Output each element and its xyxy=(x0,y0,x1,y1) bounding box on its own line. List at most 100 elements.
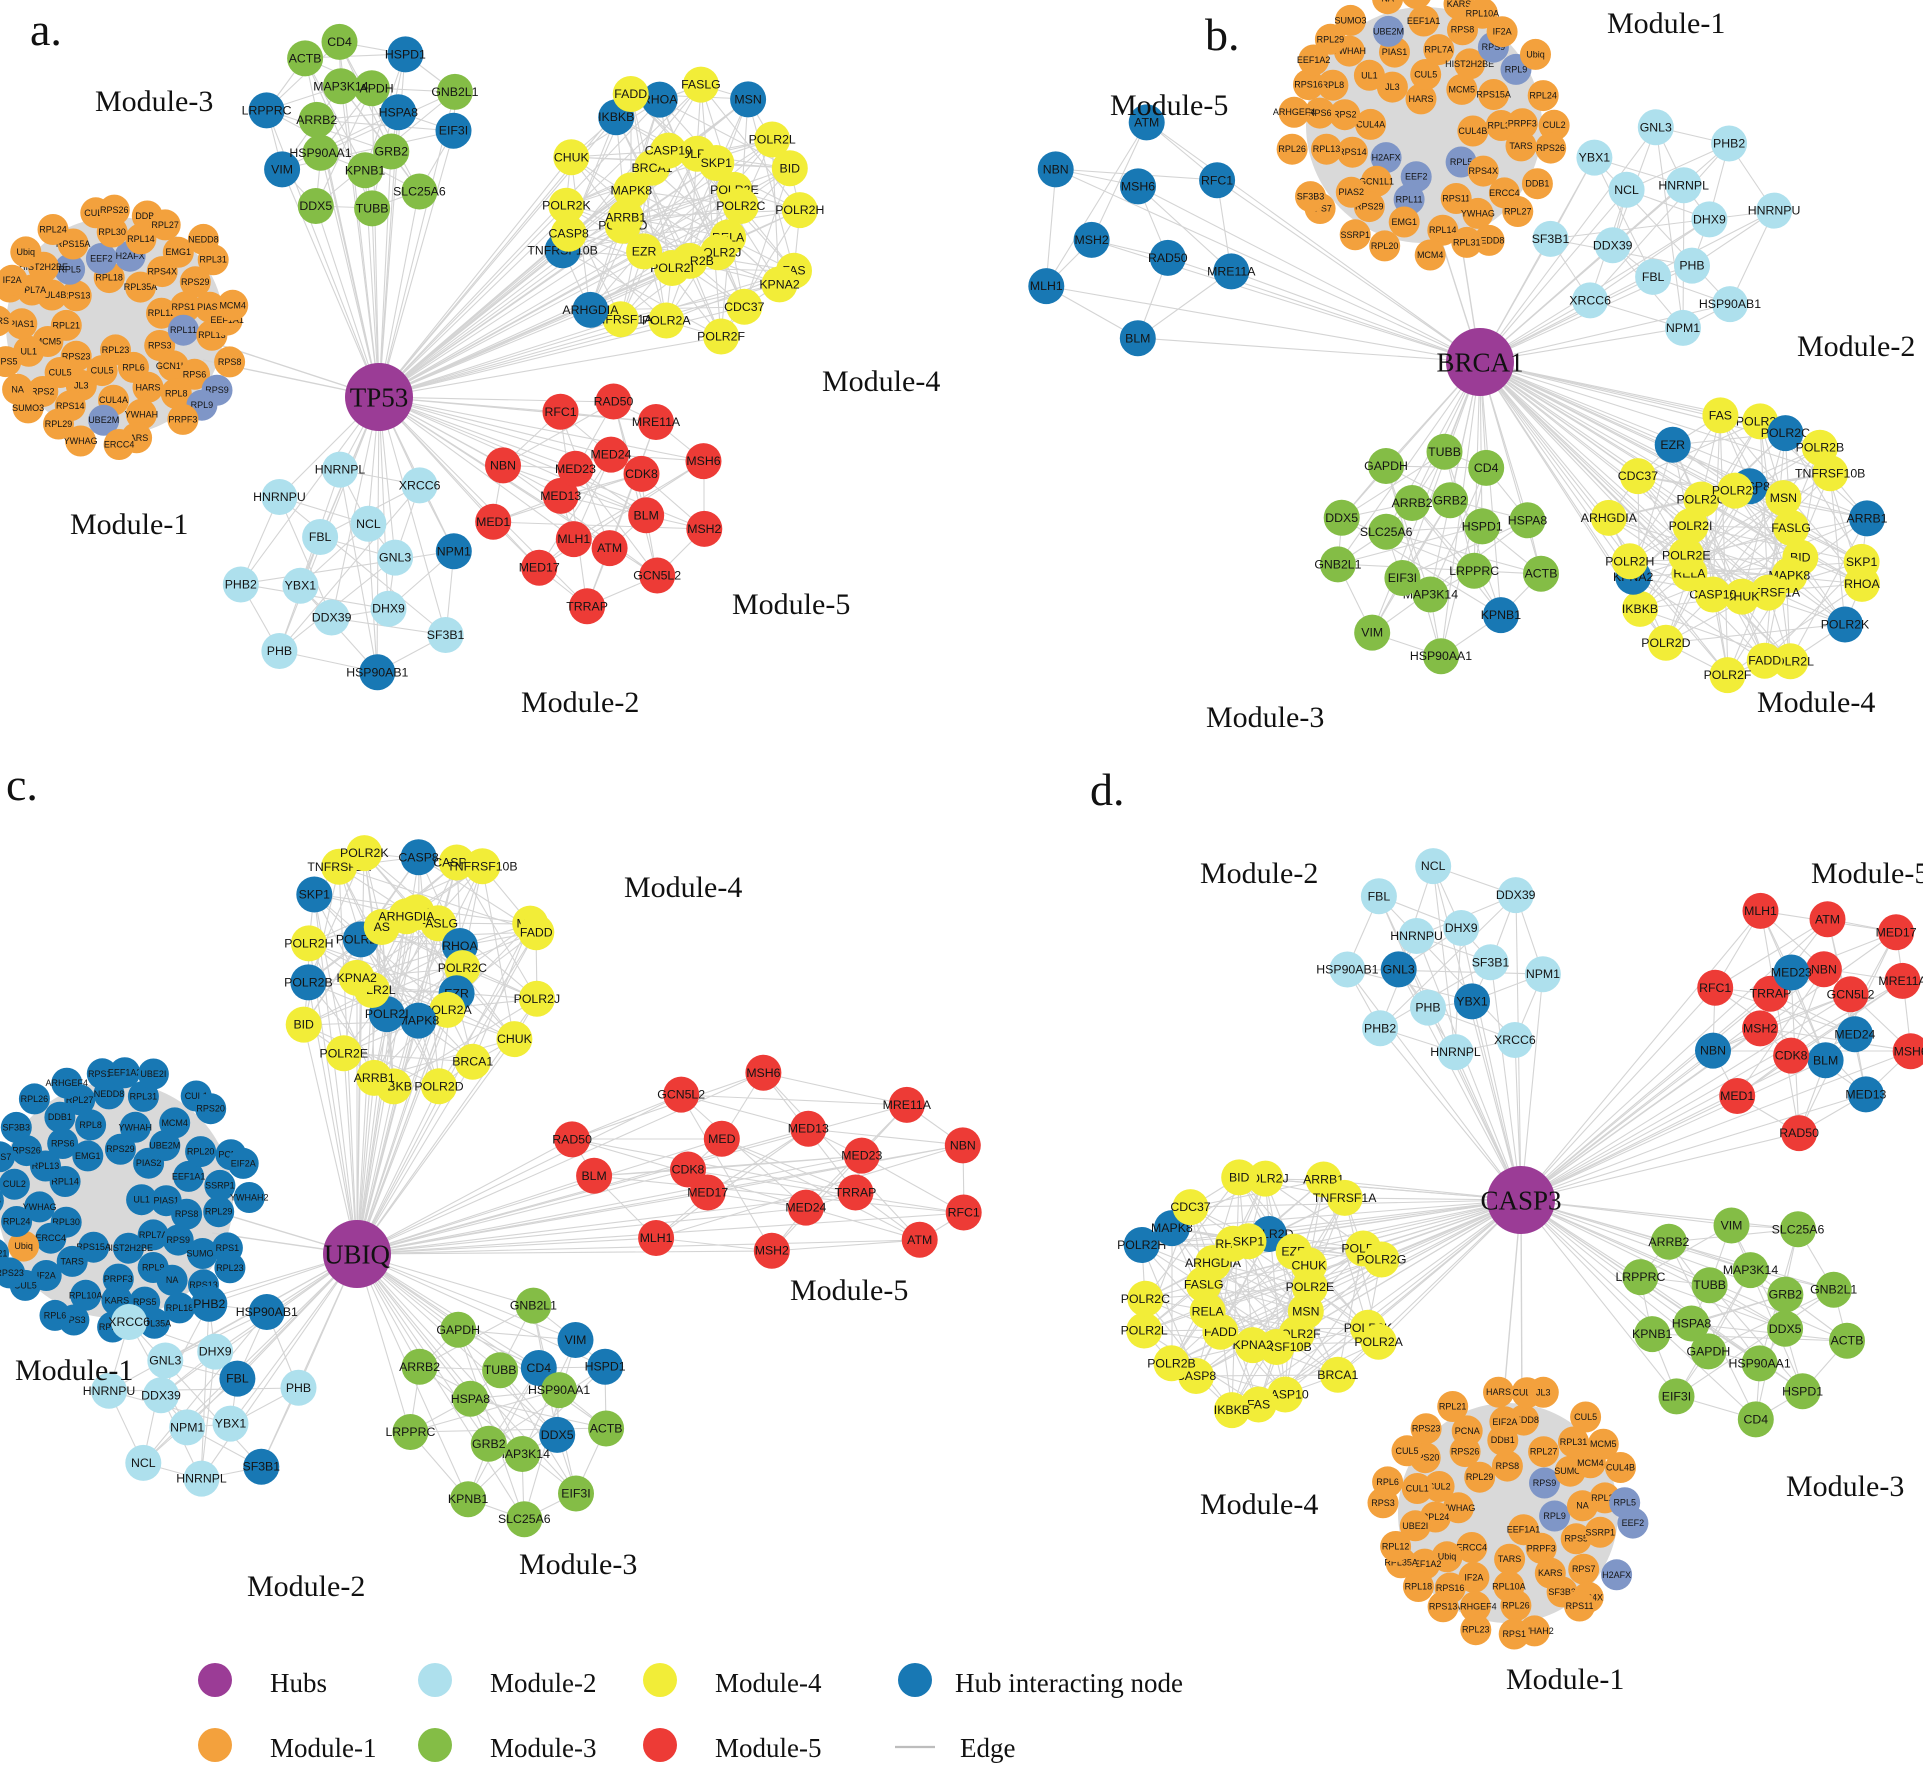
svg-text:POLR2J: POLR2J xyxy=(514,992,560,1006)
svg-text:RPS2: RPS2 xyxy=(1333,110,1357,120)
svg-text:GNB2L1: GNB2L1 xyxy=(1810,1283,1857,1297)
svg-text:SLC25A6: SLC25A6 xyxy=(1772,1222,1825,1236)
svg-text:MED1: MED1 xyxy=(476,515,510,529)
svg-text:YBX1: YBX1 xyxy=(1579,151,1611,165)
svg-text:FASLG: FASLG xyxy=(1771,521,1811,535)
svg-text:H2AFX: H2AFX xyxy=(1602,1570,1631,1580)
svg-text:MSH6: MSH6 xyxy=(746,1066,780,1080)
svg-text:POLR2H: POLR2H xyxy=(284,937,333,951)
svg-text:MED17: MED17 xyxy=(687,1186,728,1200)
svg-text:CDC37: CDC37 xyxy=(724,300,764,314)
svg-text:Module-1: Module-1 xyxy=(270,1733,376,1763)
svg-text:CUL5: CUL5 xyxy=(1574,1412,1597,1422)
svg-text:CDC37: CDC37 xyxy=(1618,469,1658,483)
svg-text:RPS11: RPS11 xyxy=(1442,194,1470,204)
svg-text:RPL26: RPL26 xyxy=(1502,1601,1530,1611)
svg-text:YWHAG: YWHAG xyxy=(23,1202,57,1212)
svg-text:GNB2L1: GNB2L1 xyxy=(510,1299,557,1313)
svg-text:DHX9: DHX9 xyxy=(199,1345,232,1359)
svg-text:UL1: UL1 xyxy=(20,346,37,356)
svg-text:LRPPRC: LRPPRC xyxy=(1615,1270,1665,1284)
svg-text:CD4: CD4 xyxy=(1743,1412,1768,1426)
svg-text:RPL21: RPL21 xyxy=(1439,1402,1467,1412)
svg-text:CUL5: CUL5 xyxy=(1395,1446,1418,1456)
svg-text:NBN: NBN xyxy=(1043,163,1069,177)
svg-text:HNRNPL: HNRNPL xyxy=(176,1472,227,1486)
svg-text:b.: b. xyxy=(1205,9,1240,60)
svg-text:POLR2I: POLR2I xyxy=(1669,519,1713,533)
svg-text:Module-4: Module-4 xyxy=(822,365,940,398)
svg-text:BRCA1: BRCA1 xyxy=(1436,347,1523,377)
svg-text:EIF3I: EIF3I xyxy=(1662,1390,1691,1404)
svg-text:RPL6: RPL6 xyxy=(1376,1477,1399,1487)
svg-text:HSPD1: HSPD1 xyxy=(585,1360,626,1374)
svg-text:TRRAP: TRRAP xyxy=(566,599,608,613)
svg-text:RPL31: RPL31 xyxy=(1560,1437,1588,1447)
svg-text:Module-5: Module-5 xyxy=(790,1274,908,1307)
svg-text:DDX5: DDX5 xyxy=(1325,511,1358,525)
svg-text:RPL18: RPL18 xyxy=(1405,1582,1433,1592)
svg-text:YWHAH2: YWHAH2 xyxy=(230,1193,269,1203)
svg-text:HSPA8: HSPA8 xyxy=(379,105,419,119)
svg-text:POLR2F: POLR2F xyxy=(697,330,745,344)
svg-text:RPS9: RPS9 xyxy=(166,1235,190,1245)
svg-text:ARHGEF4: ARHGEF4 xyxy=(1273,107,1316,117)
svg-text:RPL20: RPL20 xyxy=(1371,241,1399,251)
svg-text:RPS11: RPS11 xyxy=(1566,1601,1594,1611)
svg-text:NEDD8: NEDD8 xyxy=(94,1089,125,1099)
svg-text:PCNA: PCNA xyxy=(1455,1426,1480,1436)
svg-text:ACTB: ACTB xyxy=(590,1422,623,1436)
svg-text:HSP90AB1: HSP90AB1 xyxy=(346,665,408,679)
svg-text:RPL21: RPL21 xyxy=(0,1248,7,1258)
svg-text:ARRB2: ARRB2 xyxy=(1648,1235,1689,1249)
svg-text:MLH1: MLH1 xyxy=(1030,279,1063,293)
svg-text:RPL10A: RPL10A xyxy=(69,1290,103,1300)
svg-text:MED17: MED17 xyxy=(519,561,560,575)
svg-text:SF3B3: SF3B3 xyxy=(3,1122,31,1132)
svg-text:RPL27: RPL27 xyxy=(1504,207,1532,217)
svg-text:POLR2B: POLR2B xyxy=(284,976,333,990)
svg-text:BLM: BLM xyxy=(1125,331,1150,345)
svg-text:EEF1A1: EEF1A1 xyxy=(1507,1525,1541,1535)
svg-text:TRRAP: TRRAP xyxy=(835,1186,877,1200)
svg-text:CHUK: CHUK xyxy=(554,150,590,164)
svg-text:CDC37: CDC37 xyxy=(1170,1200,1210,1214)
svg-text:RPS8: RPS8 xyxy=(1451,25,1475,35)
svg-text:HIST2H2BE: HIST2H2BE xyxy=(104,1243,153,1253)
svg-text:NPM1: NPM1 xyxy=(437,544,471,558)
svg-text:POLR2L: POLR2L xyxy=(1121,1324,1168,1338)
svg-text:YWHAH: YWHAH xyxy=(125,409,159,419)
svg-text:FADD: FADD xyxy=(520,925,553,939)
svg-text:GRB2: GRB2 xyxy=(472,1437,506,1451)
svg-text:BLM: BLM xyxy=(1813,1053,1838,1067)
svg-text:CUL2: CUL2 xyxy=(3,1179,26,1189)
svg-text:RPL9: RPL9 xyxy=(1543,1511,1566,1521)
svg-text:RAD50: RAD50 xyxy=(1148,251,1188,265)
svg-text:POLR2L: POLR2L xyxy=(749,133,796,147)
svg-text:RPL31: RPL31 xyxy=(199,255,227,265)
svg-text:UL1: UL1 xyxy=(1361,70,1378,80)
svg-text:RFC1: RFC1 xyxy=(1201,173,1233,187)
svg-text:GRB2: GRB2 xyxy=(1433,493,1467,507)
svg-text:SSRP1: SSRP1 xyxy=(1340,230,1370,240)
svg-text:BID: BID xyxy=(1229,1170,1250,1184)
svg-text:CHUK: CHUK xyxy=(497,1032,533,1046)
svg-text:RPS16: RPS16 xyxy=(1436,1583,1465,1593)
svg-text:PRPF3: PRPF3 xyxy=(1508,119,1537,129)
svg-text:Module-5: Module-5 xyxy=(715,1733,821,1763)
svg-text:RPL29: RPL29 xyxy=(205,1207,233,1217)
svg-text:ERCC4: ERCC4 xyxy=(36,1233,67,1243)
svg-text:SLC25A6: SLC25A6 xyxy=(393,185,446,199)
svg-text:NBN: NBN xyxy=(950,1139,976,1153)
svg-text:IF2A: IF2A xyxy=(3,275,22,285)
svg-text:RPL23: RPL23 xyxy=(216,1263,244,1273)
svg-text:NA: NA xyxy=(1381,0,1394,4)
svg-text:MED23: MED23 xyxy=(1771,966,1812,980)
svg-text:Module-1: Module-1 xyxy=(70,508,188,541)
svg-text:SF3B3: SF3B3 xyxy=(1297,192,1325,202)
svg-text:POLR2E: POLR2E xyxy=(1662,549,1711,563)
svg-text:HSP90AA1: HSP90AA1 xyxy=(1410,649,1472,663)
svg-text:SSRP1: SSRP1 xyxy=(1585,1527,1615,1537)
svg-text:CUL5: CUL5 xyxy=(1414,70,1437,80)
svg-text:FBL: FBL xyxy=(226,1372,249,1386)
